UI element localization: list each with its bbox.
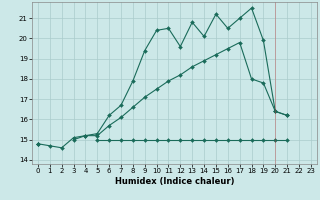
X-axis label: Humidex (Indice chaleur): Humidex (Indice chaleur) (115, 177, 234, 186)
